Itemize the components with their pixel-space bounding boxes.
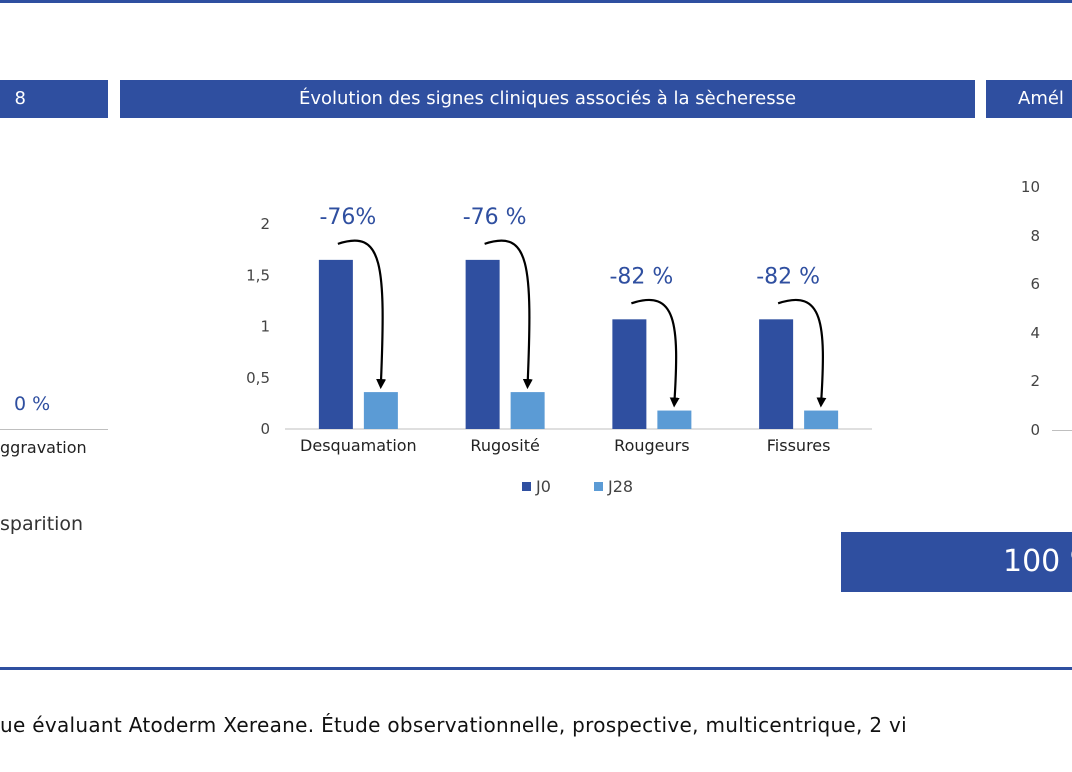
right-panel-header: Amél xyxy=(986,80,1072,118)
left-percent-label: 0 % xyxy=(14,393,51,415)
y-tick-label: 1 xyxy=(260,318,270,336)
y-tick-label: 0,5 xyxy=(246,369,270,387)
right-panel-header-text: Amél xyxy=(1018,88,1064,109)
center-panel-header: Évolution des signes cliniques associés … xyxy=(120,80,975,118)
right-tick-6: 6 xyxy=(1030,275,1040,293)
right-tick-2: 2 xyxy=(1030,372,1040,390)
right-value-box: 100 % xyxy=(841,532,1072,592)
bar-j0 xyxy=(465,259,500,429)
right-tick-4: 4 xyxy=(1030,324,1040,342)
decrease-arrow xyxy=(337,239,387,390)
legend-swatch-j0 xyxy=(522,482,531,491)
bar-j28 xyxy=(657,410,692,429)
bar-j28 xyxy=(510,392,545,429)
bar-j28 xyxy=(804,410,839,429)
percent-change-label: -82 % xyxy=(756,264,820,289)
decrease-arrow xyxy=(777,298,827,408)
bar-j0 xyxy=(759,319,794,429)
right-tick-0: 0 xyxy=(1030,421,1040,439)
bar-j0 xyxy=(318,259,353,429)
category-label: Fissures xyxy=(767,436,831,455)
percent-change-label: -82 % xyxy=(609,264,673,289)
left-panel-header: 8 xyxy=(0,80,108,118)
bar-chart: 0 0,5 1 1,5 2 Desquamation -76% Rugosité -76 % Ro… xyxy=(246,205,872,496)
percent-change-label: -76 % xyxy=(463,205,527,230)
left-subtitle: sparition xyxy=(0,513,84,535)
legend-swatch-j28 xyxy=(594,482,603,491)
right-axis-line xyxy=(1052,430,1072,431)
top-rule xyxy=(0,0,1072,3)
category-label: Rougeurs xyxy=(614,436,689,455)
y-tick-label: 2 xyxy=(260,215,270,233)
left-axis-line xyxy=(0,429,108,430)
category-label: Desquamation xyxy=(300,436,417,455)
legend-label-j28: J28 xyxy=(607,477,633,496)
decrease-arrow xyxy=(631,298,680,408)
bar-j0 xyxy=(612,319,647,429)
chart-title: Évolution des signes cliniques associés … xyxy=(298,88,797,109)
y-tick-label: 1,5 xyxy=(246,266,270,284)
decrease-arrow xyxy=(484,239,533,390)
legend-label-j0: J0 xyxy=(535,477,551,496)
right-tick-10: 10 xyxy=(1020,178,1040,196)
bottom-rule xyxy=(0,667,1072,670)
percent-change-label: -76% xyxy=(319,205,376,230)
bar-j28 xyxy=(363,392,398,429)
category-label: Rugosité xyxy=(470,436,539,455)
right-tick-8: 8 xyxy=(1030,227,1040,245)
y-tick-label: 0 xyxy=(260,420,270,438)
left-category-label: ggravation xyxy=(0,438,87,457)
footnote: ue évaluant Atoderm Xereane. Étude obser… xyxy=(0,713,908,737)
left-panel-header-text: 8 xyxy=(14,88,26,109)
